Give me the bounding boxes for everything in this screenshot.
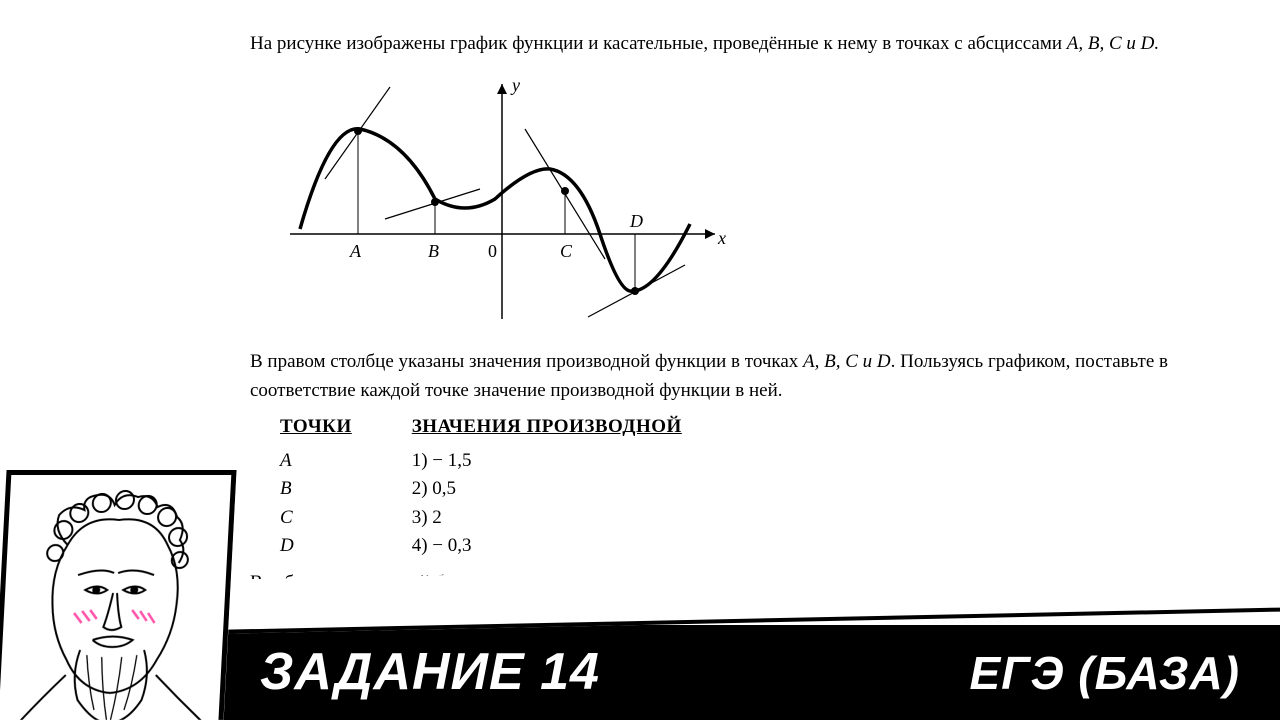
desc-part1: В правом столбце указаны значения произв…: [250, 351, 803, 372]
graph-label-D: D: [629, 211, 643, 231]
graph-figure: A B 0 C D x y: [270, 69, 1240, 334]
value-2: 2) 0,5: [412, 475, 682, 504]
task-title: ЗАДАНИЕ 14: [260, 642, 600, 702]
exam-label: ЕГЭ (БАЗА): [970, 646, 1240, 700]
graph-label-A: A: [349, 241, 362, 261]
matching-columns: ТОЧКИ A B C D ЗНАЧЕНИЯ ПРОИЗВОДНОЙ 1) − …: [280, 413, 1240, 561]
value-1: 1) − 1,5: [412, 447, 682, 476]
philosopher-portrait: [0, 475, 231, 720]
footer-banner: ЗАДАНИЕ 14 ЕГЭ (БАЗА): [0, 610, 1280, 720]
points-column: ТОЧКИ A B C D: [280, 413, 352, 561]
point-A: A: [280, 447, 352, 476]
portrait-box: [0, 470, 237, 720]
intro-text: На рисунке изображены график функции и к…: [250, 33, 1067, 54]
values-list: 1) − 1,5 2) 0,5 3) 2 4) − 0,3: [412, 447, 682, 561]
graph-label-origin: 0: [488, 241, 497, 261]
points-list: A B C D: [280, 447, 352, 561]
values-column: ЗНАЧЕНИЯ ПРОИЗВОДНОЙ 1) − 1,5 2) 0,5 3) …: [412, 413, 682, 561]
graph-label-C: C: [560, 241, 573, 261]
graph-label-x: x: [717, 228, 726, 248]
value-4: 4) − 0,3: [412, 532, 682, 561]
point-C: C: [280, 504, 352, 533]
banner-text-row: ЗАДАНИЕ 14 ЕГЭ (БАЗА): [260, 642, 1240, 702]
intro-vars: A, B, C и D.: [1067, 33, 1159, 54]
point-B: B: [280, 475, 352, 504]
point-D: D: [280, 532, 352, 561]
graph-label-y: y: [510, 75, 520, 95]
desc-vars: A, B, C и D: [803, 351, 891, 372]
values-header: ЗНАЧЕНИЯ ПРОИЗВОДНОЙ: [412, 413, 682, 442]
function-graph-svg: A B 0 C D x y: [270, 69, 730, 324]
problem-description: В правом столбце указаны значения произв…: [250, 348, 1240, 405]
problem-intro: На рисунке изображены график функции и к…: [250, 30, 1240, 59]
graph-label-B: B: [428, 241, 439, 261]
points-header: ТОЧКИ: [280, 413, 352, 442]
portrait-frame: [0, 465, 230, 720]
value-3: 3) 2: [412, 504, 682, 533]
